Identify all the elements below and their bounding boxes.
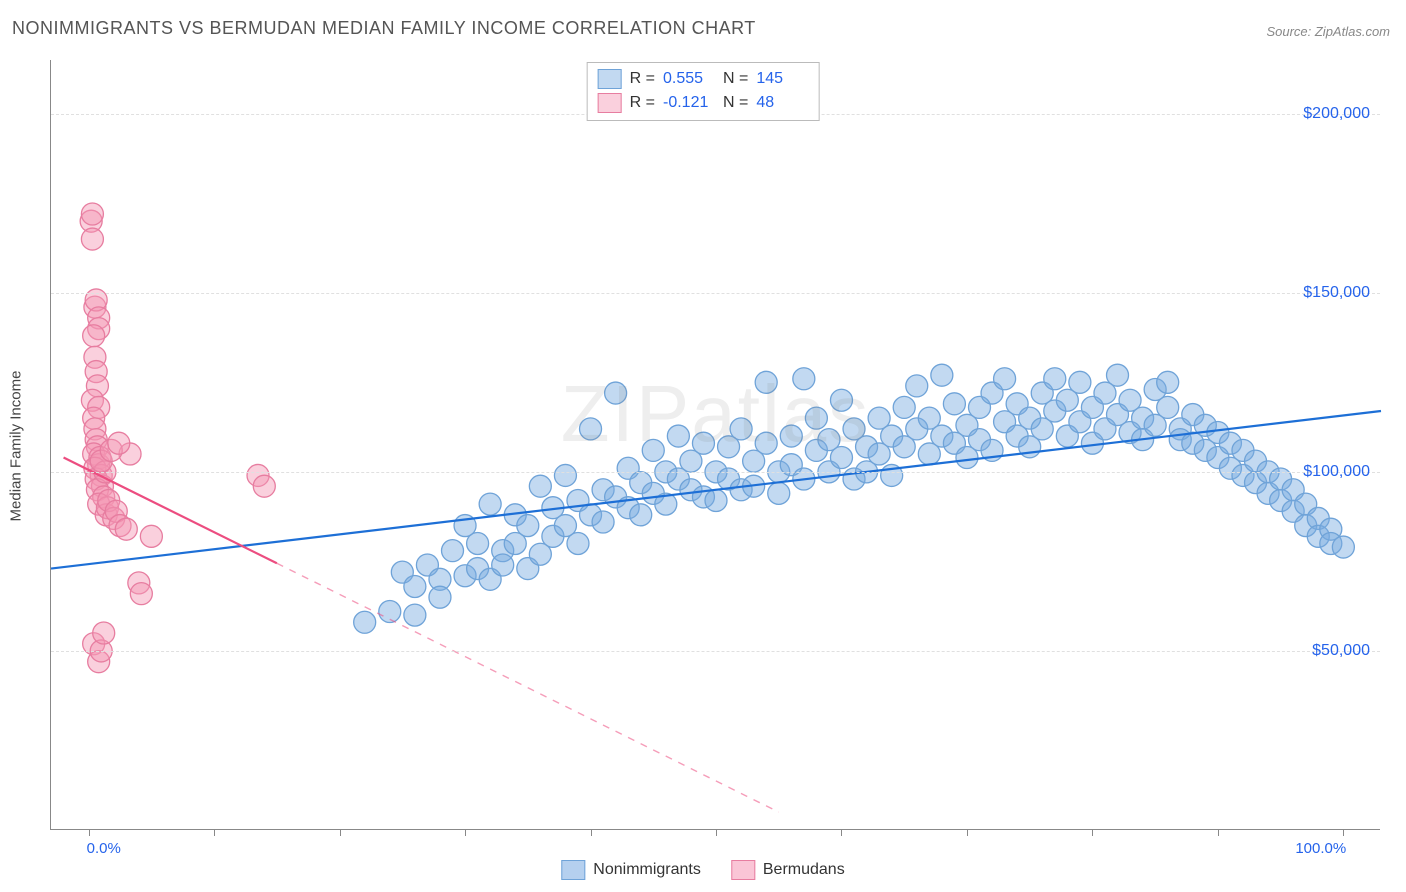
legend-item: Nonimmigrants — [561, 860, 701, 880]
legend-row: R = -0.121 N = 48 — [598, 91, 809, 115]
series-legend: Nonimmigrants Bermudans — [561, 860, 844, 880]
plot-area: ZIPatlas $50,000$100,000$150,000$200,000… — [50, 60, 1380, 830]
legend-label: R = — [630, 91, 655, 115]
chart-title: NONIMMIGRANTS VS BERMUDAN MEDIAN FAMILY … — [12, 18, 756, 39]
legend-item-label: Nonimmigrants — [593, 861, 701, 879]
legend-value: 145 — [756, 67, 808, 91]
source-attribution: Source: ZipAtlas.com — [1266, 24, 1390, 39]
x-tick-label: 100.0% — [1295, 840, 1346, 857]
y-tick-label: $50,000 — [1312, 642, 1370, 660]
legend-label: R = — [630, 67, 655, 91]
correlation-legend: R = 0.555 N = 145 R = -0.121 N = 48 — [587, 62, 820, 121]
swatch-icon — [731, 860, 755, 880]
swatch-icon — [598, 69, 622, 89]
x-tick-label: 0.0% — [87, 840, 121, 857]
legend-row: R = 0.555 N = 145 — [598, 67, 809, 91]
legend-item-label: Bermudans — [763, 861, 845, 879]
y-tick-label: $200,000 — [1303, 105, 1370, 123]
swatch-icon — [598, 93, 622, 113]
legend-item: Bermudans — [731, 860, 845, 880]
y-tick-label: $150,000 — [1303, 284, 1370, 302]
y-tick-label: $100,000 — [1303, 463, 1370, 481]
legend-label: N = — [723, 91, 748, 115]
legend-value: 0.555 — [663, 67, 715, 91]
legend-value: 48 — [756, 91, 808, 115]
legend-value: -0.121 — [663, 91, 715, 115]
y-axis-title: Median Family Income — [8, 371, 25, 522]
chart-svg — [51, 60, 1380, 829]
swatch-icon — [561, 860, 585, 880]
legend-label: N = — [723, 67, 748, 91]
